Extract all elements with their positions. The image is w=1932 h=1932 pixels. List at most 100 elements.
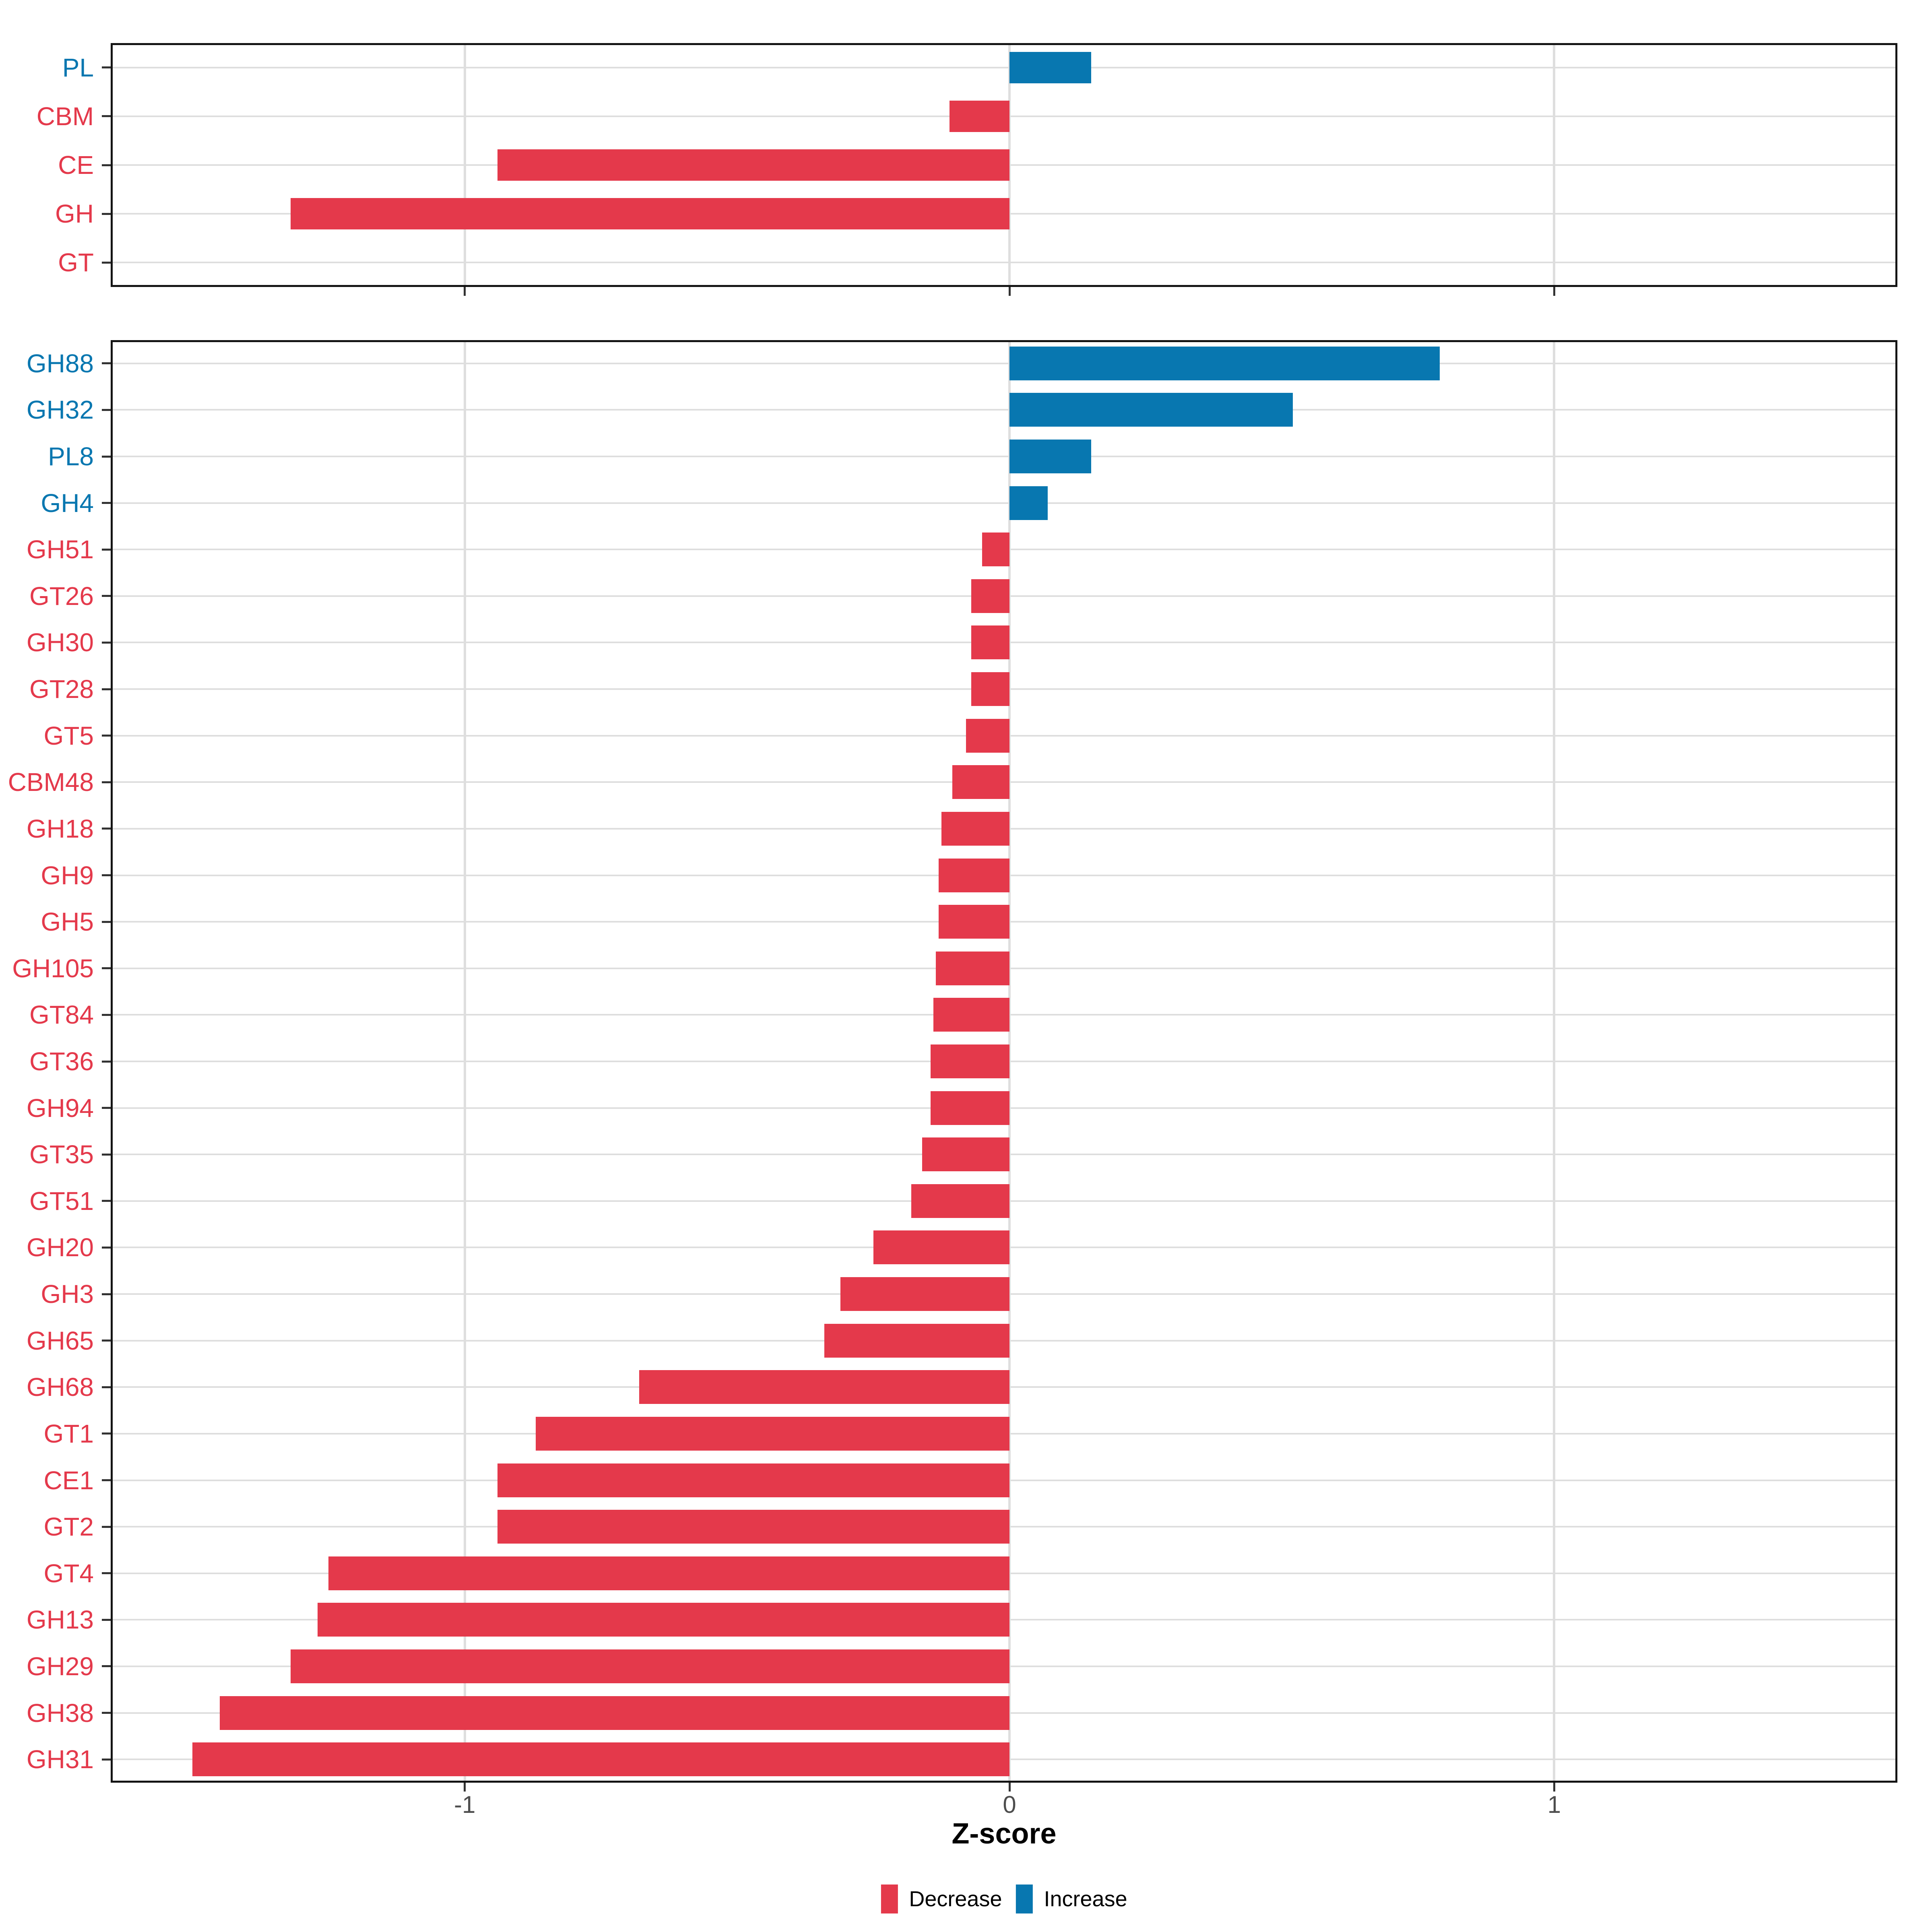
bar-GH38 — [219, 1696, 1010, 1730]
bar-GH31 — [192, 1742, 1010, 1777]
bar-GT5 — [966, 718, 1010, 753]
y-tick-CE1 — [102, 1479, 111, 1482]
panel-cazyme-classes — [111, 43, 1897, 287]
bar-GH29 — [290, 1649, 1010, 1683]
gridline-row-PL — [111, 66, 1897, 68]
legend-label-decrease: Decrease — [909, 1887, 1002, 1911]
y-tick-GH88 — [102, 362, 111, 365]
y-tick-GT28 — [102, 688, 111, 690]
y-label-GH: GH — [55, 199, 94, 229]
bar-GH18 — [941, 811, 1010, 846]
y-tick-GH65 — [102, 1340, 111, 1342]
y-tick-PL — [102, 66, 111, 69]
gridline-row-GH4 — [111, 502, 1897, 504]
bar-GH4 — [1009, 486, 1048, 520]
x-tick-label-1: 1 — [1547, 1791, 1561, 1818]
y-tick-GT5 — [102, 735, 111, 737]
y-label-GT35: GT35 — [29, 1140, 94, 1169]
y-label-GT51: GT51 — [29, 1186, 94, 1216]
y-label-CE: CE — [58, 151, 94, 180]
bar-CE1 — [497, 1463, 1010, 1497]
y-tick-GT26 — [102, 595, 111, 597]
bar-GH65 — [824, 1323, 1010, 1358]
gridline-row-GH88 — [111, 362, 1897, 364]
bar-GH94 — [930, 1091, 1010, 1125]
y-label-GH51: GH51 — [26, 535, 94, 564]
y-tick-CBM — [102, 115, 111, 118]
y-tick-GT — [102, 261, 111, 264]
y-tick-CBM48 — [102, 781, 111, 783]
bar-GH88 — [1009, 346, 1440, 380]
bar-GH105 — [936, 951, 1010, 985]
y-label-GT1: GT1 — [43, 1419, 94, 1448]
bar-GH3 — [840, 1277, 1010, 1311]
gridline-row-GH32 — [111, 409, 1897, 411]
bar-GT35 — [922, 1137, 1010, 1172]
y-tick-GT1 — [102, 1432, 111, 1435]
legend-item-decrease: Decrease — [881, 1885, 1002, 1913]
y-label-PL: PL — [62, 53, 94, 82]
bar-GH51 — [982, 533, 1010, 567]
x-tick-panel2--1 — [464, 1783, 466, 1792]
x-tick-panel1--1 — [464, 287, 466, 296]
bar-CBM — [949, 100, 1010, 132]
x-tick-panel1-0 — [1008, 287, 1011, 296]
legend-key-decrease — [881, 1885, 898, 1913]
y-tick-GT84 — [102, 1013, 111, 1016]
bar-GT4 — [328, 1556, 1010, 1590]
y-tick-GH — [102, 213, 111, 215]
y-label-GT2: GT2 — [43, 1512, 94, 1542]
y-tick-GH31 — [102, 1758, 111, 1761]
bar-GH30 — [971, 625, 1010, 660]
y-label-CBM: CBM — [36, 101, 94, 131]
x-tick-panel2-0 — [1008, 1783, 1011, 1792]
bar-GT1 — [535, 1416, 1010, 1451]
y-label-GH4: GH4 — [41, 488, 94, 518]
y-label-GT26: GT26 — [29, 581, 94, 611]
y-label-CBM48: CBM48 — [8, 768, 94, 797]
y-tick-GH3 — [102, 1293, 111, 1295]
y-label-GT84: GT84 — [29, 1000, 94, 1030]
y-label-GH13: GH13 — [26, 1605, 94, 1635]
legend-key-increase — [1016, 1885, 1033, 1913]
y-label-GH68: GH68 — [26, 1373, 94, 1402]
bar-GT26 — [971, 579, 1010, 613]
y-tick-GH29 — [102, 1665, 111, 1668]
legend-item-increase: Increase — [1016, 1885, 1127, 1913]
bar-GH — [290, 198, 1010, 230]
legend: Decrease Increase — [881, 1885, 1127, 1913]
y-label-GH94: GH94 — [26, 1093, 94, 1123]
y-label-GH31: GH31 — [26, 1745, 94, 1774]
bar-PL — [1009, 52, 1092, 83]
y-tick-GH68 — [102, 1386, 111, 1388]
y-label-GT28: GT28 — [29, 675, 94, 704]
bar-CBM48 — [952, 765, 1010, 799]
y-label-GH30: GH30 — [26, 628, 94, 657]
y-label-GT: GT — [58, 248, 94, 277]
y-label-GH105: GH105 — [12, 954, 94, 983]
y-tick-PL8 — [102, 455, 111, 458]
bar-GH20 — [873, 1230, 1010, 1265]
bar-CE — [497, 149, 1010, 181]
y-label-GH29: GH29 — [26, 1651, 94, 1681]
y-tick-GH51 — [102, 548, 111, 551]
y-tick-GH5 — [102, 921, 111, 923]
y-tick-GH38 — [102, 1712, 111, 1714]
y-tick-GT2 — [102, 1525, 111, 1528]
y-label-GH65: GH65 — [26, 1326, 94, 1355]
x-axis-title: Z-score — [952, 1818, 1057, 1850]
y-label-GH32: GH32 — [26, 395, 94, 425]
panel-cazyme-families — [111, 340, 1897, 1783]
y-tick-GH4 — [102, 502, 111, 504]
x-tick-label--1: -1 — [454, 1791, 476, 1818]
y-tick-GH20 — [102, 1246, 111, 1249]
y-label-GH20: GH20 — [26, 1233, 94, 1262]
y-tick-GT4 — [102, 1572, 111, 1575]
y-tick-GH32 — [102, 409, 111, 411]
legend-label-increase: Increase — [1044, 1887, 1127, 1911]
bar-PL8 — [1009, 440, 1092, 474]
y-label-GH5: GH5 — [41, 907, 94, 937]
y-tick-GT51 — [102, 1200, 111, 1202]
bar-GH13 — [318, 1603, 1010, 1637]
